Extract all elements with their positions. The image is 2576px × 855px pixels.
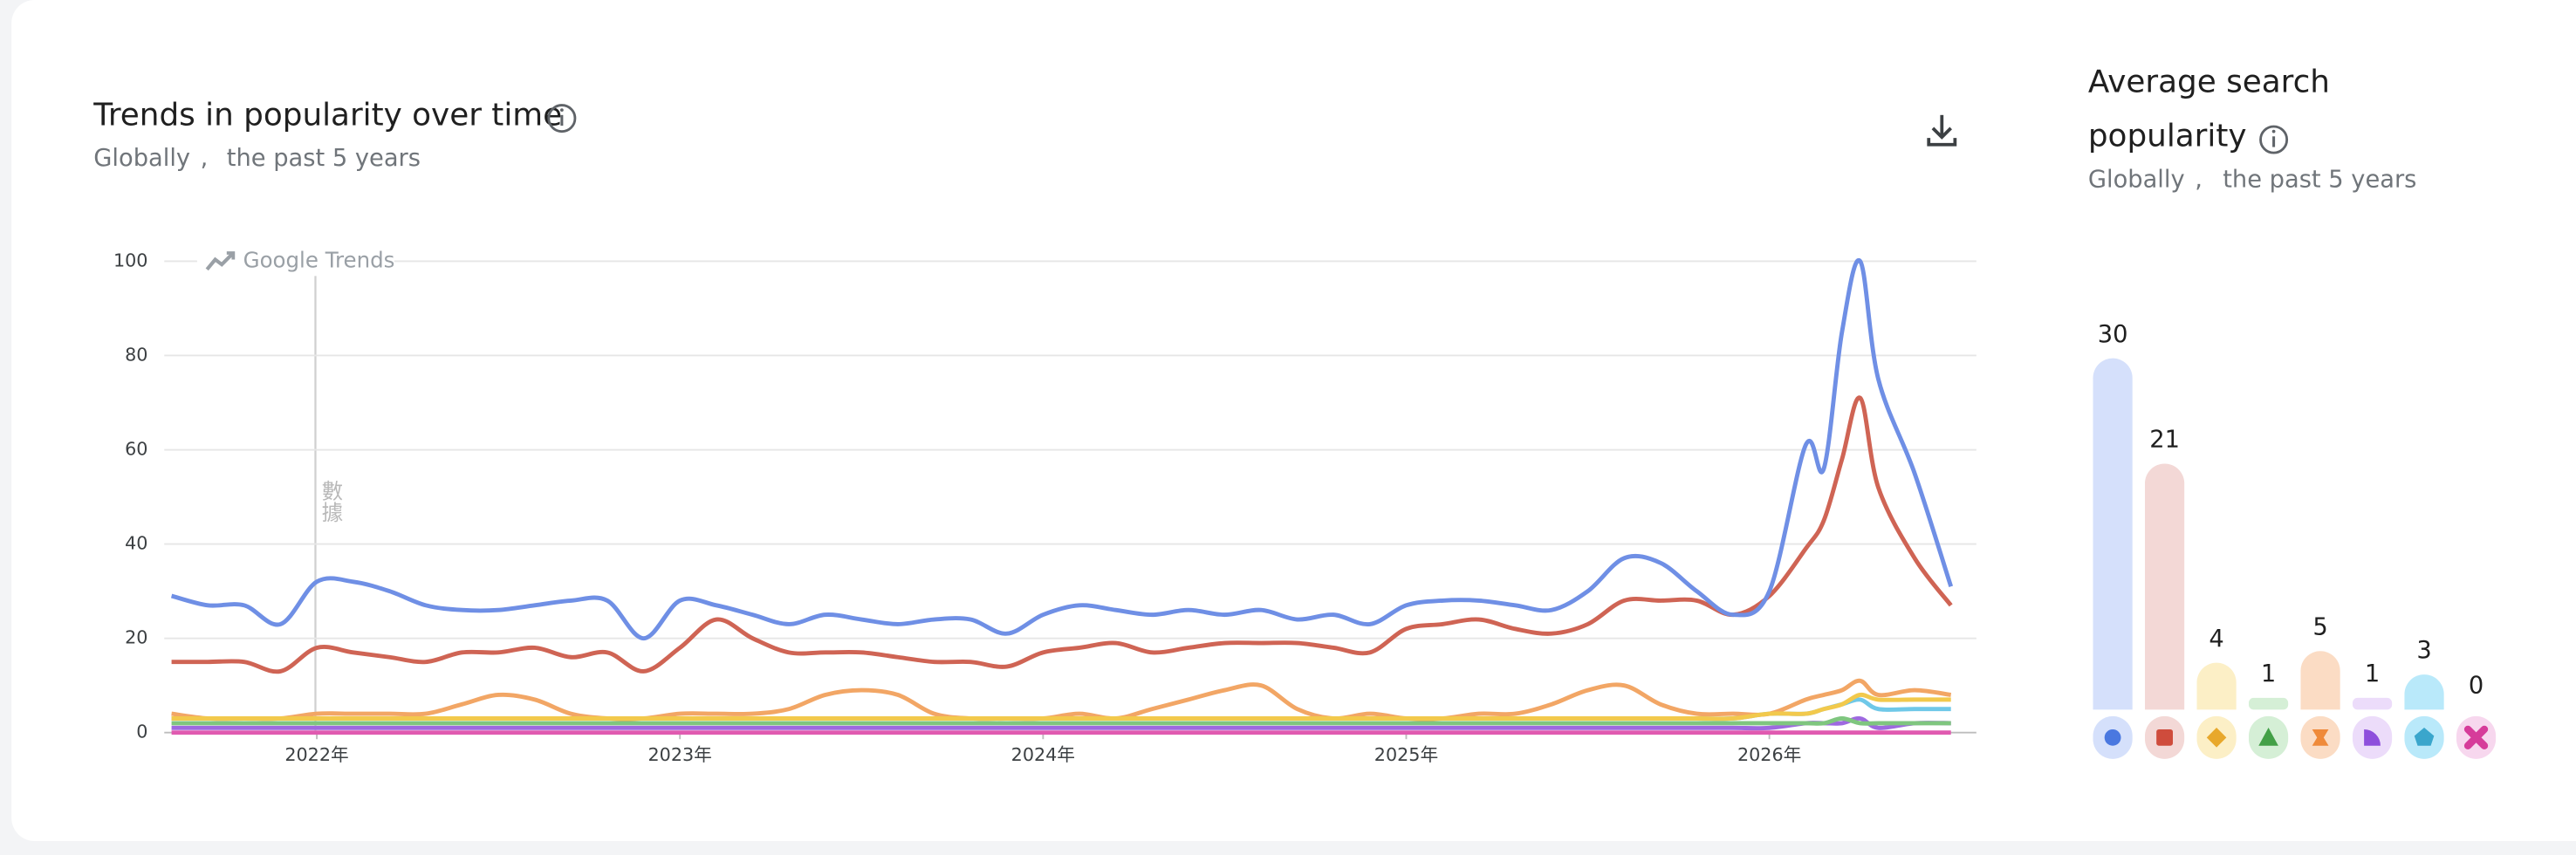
bar	[2248, 697, 2289, 710]
value-label: 4	[2209, 626, 2223, 653]
x-tick-label: 2023年	[648, 744, 712, 765]
bar	[2300, 651, 2340, 710]
bar-title-box: Average search popularity	[2087, 64, 2330, 155]
watermark-icon	[205, 251, 235, 271]
trend-line	[171, 716, 1951, 726]
bar	[2196, 662, 2237, 710]
x-tick-label: 2025年	[1374, 744, 1438, 765]
download-button[interactable]	[1927, 114, 1957, 147]
value-label: 5	[2312, 613, 2327, 640]
location[interactable]: Globally	[2088, 167, 2185, 194]
y-tick-label: 80	[125, 344, 147, 365]
value-label: 21	[2149, 427, 2180, 454]
value-label: 3	[2416, 637, 2431, 664]
y-tick-label: 40	[125, 533, 147, 554]
legend-icon	[2463, 725, 2489, 750]
value-label: 0	[2469, 672, 2484, 699]
legend-icon	[2312, 728, 2329, 746]
info-icon[interactable]	[547, 104, 577, 133]
legend-icon	[2156, 728, 2173, 746]
bar	[2352, 697, 2393, 710]
bar-title: Average search popularity	[2087, 64, 2330, 155]
value-label: 1	[2261, 660, 2276, 687]
y-tick-label: 0	[136, 722, 147, 742]
x-tick-label: 2026年	[1737, 744, 1801, 765]
y-tick-label: 100	[113, 250, 148, 270]
x-tick-label: 2024年	[1011, 744, 1075, 765]
watermark-icon	[226, 251, 236, 260]
chart-title: Trends in popularity over time	[92, 98, 562, 133]
bar	[2093, 358, 2133, 710]
bar	[2144, 463, 2185, 710]
y-tick-label: 20	[125, 627, 147, 648]
period[interactable]: the past 5 years	[2223, 167, 2416, 194]
value-label: 1	[2365, 660, 2380, 687]
y-tick-label: 60	[125, 439, 147, 460]
legend-icon	[2206, 728, 2227, 748]
legend-icon	[2364, 728, 2381, 746]
trend-line	[171, 692, 1951, 722]
separator: ,	[2195, 167, 2203, 194]
trend-line	[171, 715, 1951, 731]
bar	[2404, 674, 2444, 710]
legend-icon	[2258, 728, 2278, 746]
legend-icon	[2414, 728, 2435, 746]
value-label: 30	[2098, 321, 2128, 348]
legend-icon	[2104, 728, 2121, 746]
trend-line	[170, 257, 1954, 641]
separator: ,	[201, 145, 209, 172]
location[interactable]: Globally	[93, 145, 190, 172]
trend-line	[171, 395, 1953, 674]
x-tick-label: 2022年	[284, 744, 348, 765]
period[interactable]: the past 5 years	[227, 145, 421, 172]
info-icon[interactable]	[2259, 125, 2289, 154]
watermark: Google Trends	[243, 247, 395, 272]
annotation: 數據	[319, 479, 344, 522]
